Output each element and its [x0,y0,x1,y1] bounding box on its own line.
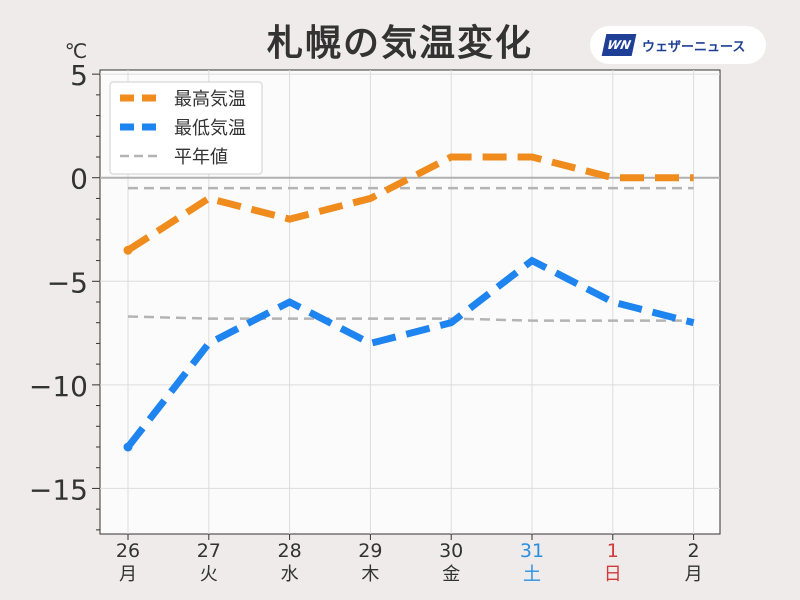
x-tick-label-date: 31 [520,540,544,562]
y-tick-label: −5 [47,266,88,299]
point-high-0 [123,245,133,255]
x-tick-label-date: 28 [278,540,302,562]
brand-name: ウェザーニュース [642,39,746,55]
x-tick-label-weekday: 水 [281,564,299,585]
x-tick-label-weekday: 金 [442,564,460,585]
x-tick-label-date: 27 [197,540,221,562]
y-tick-label: 5 [70,59,88,92]
legend-box [109,81,263,175]
chart-title: 札幌の気温変化 [266,23,533,64]
x-tick-label-weekday: 火 [200,564,218,585]
legend-label: 最高気温 [174,89,246,110]
series-marks [123,153,695,452]
y-tick-label: 0 [70,163,88,196]
x-tick-label-weekday: 月 [685,564,703,585]
x-tick-label-weekday: 土 [523,564,541,585]
y-tick-label: −10 [29,370,88,403]
legend-label: 最低気温 [174,118,246,139]
x-tick-label-date: 1 [607,540,619,562]
y-unit-label: ℃ [65,39,87,63]
series-line-low [125,256,695,450]
weathernews-badge: WN ウェザーニュース [590,26,766,64]
x-tick-label-weekday: 月 [119,564,137,585]
series-line-normal-low [127,315,694,322]
point-low-0 [123,442,133,452]
x-tick-label-weekday: 木 [361,564,379,585]
x-tick-label-date: 29 [358,540,382,562]
grid [100,70,720,534]
series-line-high [126,153,694,254]
y-tick-label: −15 [29,473,88,506]
x-tick-label-date: 2 [688,540,700,562]
x-tick-label-date: 30 [439,540,463,562]
x-tick-label-weekday: 日 [604,564,622,585]
legend-label: 平年値 [174,147,228,168]
x-tick-label-date: 26 [116,540,140,562]
